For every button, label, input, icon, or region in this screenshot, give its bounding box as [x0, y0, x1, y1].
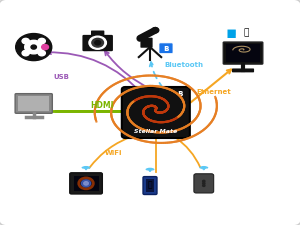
- Text: ⊞: ⊞: [228, 28, 235, 37]
- Circle shape: [31, 45, 36, 49]
- FancyBboxPatch shape: [223, 42, 263, 64]
- Circle shape: [22, 38, 29, 44]
- FancyBboxPatch shape: [122, 87, 190, 138]
- Circle shape: [38, 50, 45, 56]
- Text: WiFi: WiFi: [105, 150, 122, 156]
- Circle shape: [22, 50, 29, 56]
- FancyBboxPatch shape: [159, 43, 173, 53]
- FancyBboxPatch shape: [140, 38, 153, 48]
- FancyBboxPatch shape: [226, 44, 260, 62]
- Circle shape: [84, 182, 88, 185]
- Text: 🤖: 🤖: [148, 180, 152, 189]
- FancyArrowPatch shape: [150, 62, 164, 89]
- Text: Bluetooth: Bluetooth: [164, 61, 203, 68]
- Text: Stellar Mate: Stellar Mate: [134, 129, 177, 134]
- FancyArrowPatch shape: [175, 137, 200, 167]
- Circle shape: [202, 180, 205, 182]
- FancyBboxPatch shape: [232, 68, 254, 72]
- Circle shape: [203, 169, 204, 170]
- Text: USB: USB: [53, 74, 69, 79]
- Circle shape: [202, 185, 205, 187]
- Circle shape: [202, 182, 205, 184]
- Circle shape: [92, 38, 103, 47]
- Circle shape: [85, 169, 86, 170]
- FancyBboxPatch shape: [74, 176, 98, 191]
- Circle shape: [42, 45, 49, 50]
- Text: ʙ: ʙ: [177, 89, 183, 98]
- Circle shape: [38, 38, 45, 44]
- FancyBboxPatch shape: [70, 173, 102, 194]
- FancyBboxPatch shape: [18, 96, 50, 111]
- Circle shape: [81, 180, 91, 187]
- Text: ▪: ▪: [226, 24, 237, 42]
- Text: 🐧: 🐧: [243, 28, 249, 37]
- Circle shape: [95, 40, 100, 45]
- FancyBboxPatch shape: [143, 177, 157, 194]
- FancyBboxPatch shape: [194, 174, 214, 193]
- Circle shape: [25, 40, 43, 54]
- FancyBboxPatch shape: [82, 35, 113, 51]
- Circle shape: [89, 36, 106, 49]
- Text: Ethernet: Ethernet: [196, 89, 231, 95]
- Text: HDMI: HDMI: [90, 101, 114, 110]
- FancyArrowPatch shape: [89, 136, 133, 168]
- Circle shape: [152, 28, 159, 33]
- FancyArrowPatch shape: [105, 51, 154, 91]
- FancyArrowPatch shape: [190, 70, 231, 102]
- FancyBboxPatch shape: [15, 94, 52, 113]
- FancyBboxPatch shape: [173, 89, 186, 98]
- FancyArrowPatch shape: [47, 50, 143, 95]
- FancyBboxPatch shape: [91, 31, 104, 37]
- Circle shape: [131, 93, 132, 94]
- Text: ʙ: ʙ: [163, 44, 169, 53]
- FancyBboxPatch shape: [146, 180, 154, 192]
- Circle shape: [16, 34, 52, 61]
